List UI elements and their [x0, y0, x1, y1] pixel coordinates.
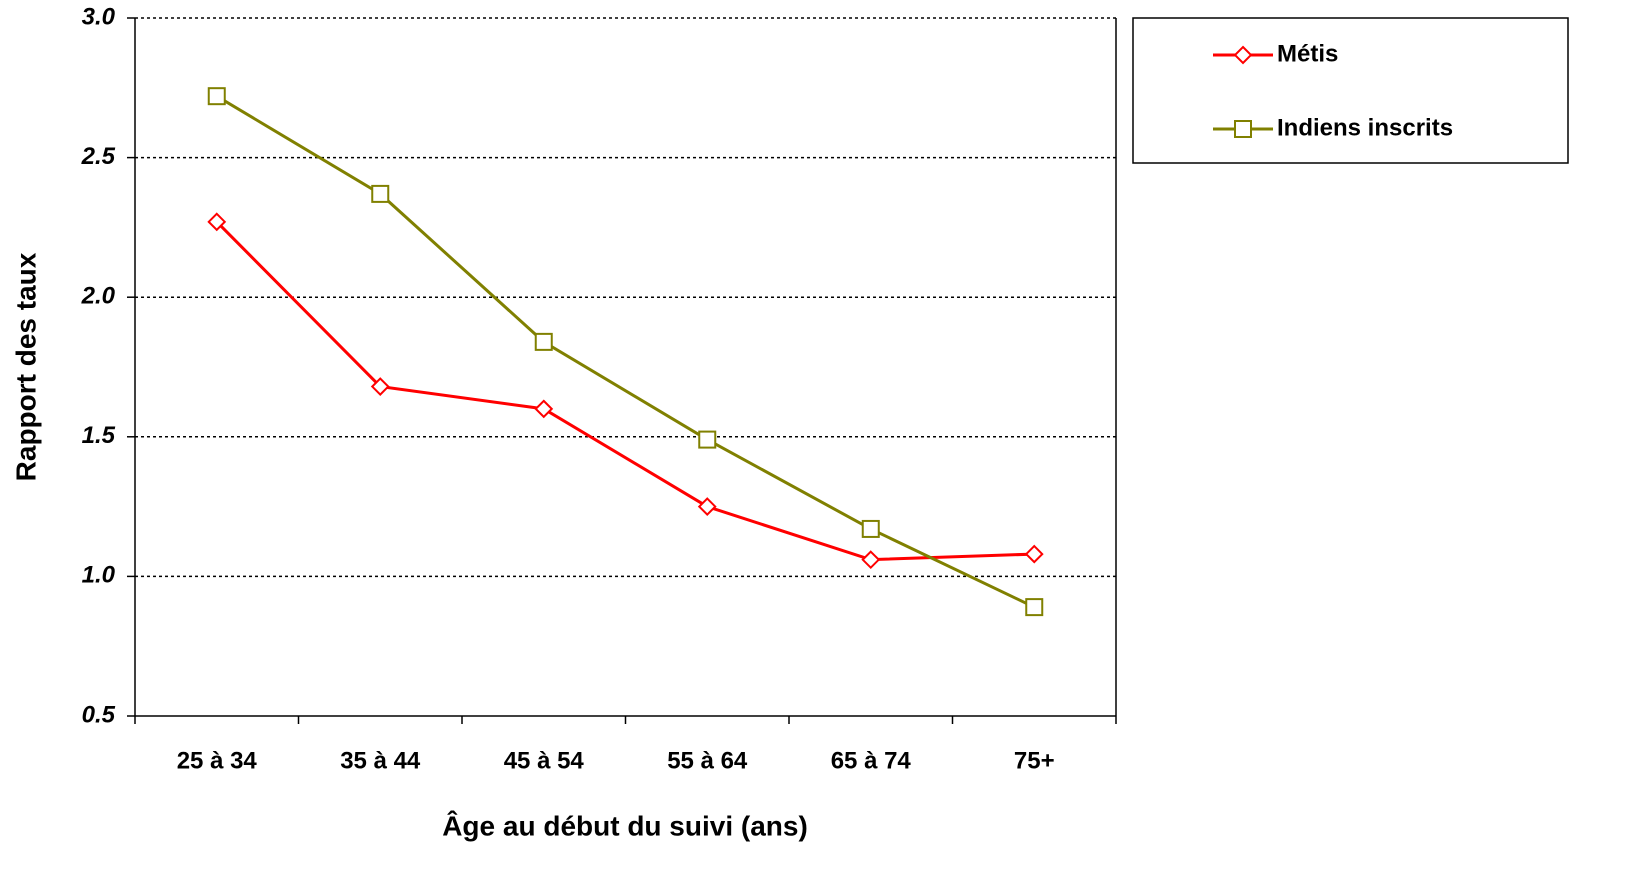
- y-tick-label: 1.0: [82, 562, 116, 589]
- y-tick-label: 1.5: [82, 422, 116, 449]
- data-point: [370, 377, 390, 396]
- x-axis-title: Âge au début du suivi (ans): [442, 810, 808, 841]
- x-tick-label: 65 à 74: [831, 747, 912, 774]
- x-tick-label: 35 à 44: [340, 747, 421, 774]
- x-tick-label: 25 à 34: [177, 747, 258, 774]
- data-point: [207, 212, 227, 232]
- data-point: [861, 550, 881, 570]
- data-point: [698, 430, 717, 449]
- data-point: [861, 519, 880, 538]
- x-tick-label: 55 à 64: [667, 747, 748, 774]
- x-tick-label: 45 à 54: [504, 747, 585, 774]
- legend-marker: [1233, 45, 1253, 65]
- legend-label: Métis: [1277, 40, 1338, 67]
- data-point: [207, 87, 226, 106]
- y-tick-label: 0.5: [82, 701, 116, 728]
- data-point: [371, 184, 390, 203]
- x-tick-label: 75+: [1014, 747, 1055, 774]
- y-tick-label: 3.0: [82, 3, 116, 30]
- y-axis-title: Rapport des taux: [10, 252, 41, 481]
- series-line: [215, 94, 1035, 609]
- legend-marker: [1234, 120, 1252, 138]
- y-tick-label: 2.0: [81, 283, 116, 310]
- legend-box: [1132, 17, 1569, 164]
- data-point: [697, 497, 717, 517]
- data-point: [1025, 598, 1044, 617]
- data-point: [534, 399, 554, 419]
- data-point: [1024, 544, 1044, 564]
- series-line: [215, 220, 1035, 562]
- y-tick-label: 2.5: [81, 143, 116, 170]
- legend-label: Indiens inscrits: [1277, 114, 1453, 141]
- data-point: [534, 332, 553, 351]
